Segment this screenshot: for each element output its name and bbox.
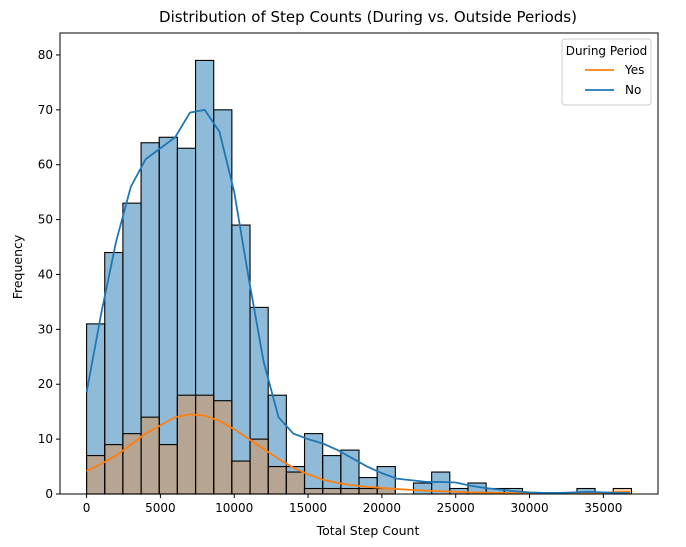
x-tick-label: 0 [83,501,91,515]
yes-series-bar [285,471,306,495]
y-tick-label: 10 [38,432,53,446]
yes-series-bar [86,455,106,495]
chart-title: Distribution of Step Counts (During vs. … [159,8,577,26]
x-axis-label: Total Step Count [316,523,420,538]
legend-label: No [625,83,641,97]
yes-series-bar [213,400,233,495]
x-tick-label: 15000 [289,501,327,515]
legend-title: During Period [566,44,648,58]
y-tick-label: 80 [38,48,53,62]
yes-series-bar [231,460,251,495]
y-tick-label: 50 [38,213,53,227]
y-tick-label: 0 [45,487,53,501]
yes-kde-line [86,413,630,495]
y-tick-label: 40 [38,267,53,281]
y-tick-label: 30 [38,322,53,336]
no-series-bar [158,136,178,495]
x-tick-label: 5000 [145,501,176,515]
legend: During Period Yes No [561,38,652,106]
x-tick-label: 35000 [584,501,622,515]
y-tick-label: 20 [38,377,53,391]
legend-box [561,38,652,106]
plot-area: 0 5000 10000 15000 20000 25000 30000 35000 0 10 20… [38,32,659,515]
yes-series-bar [340,487,360,495]
yes-series-bar [322,487,342,495]
yes-series-bar [176,394,197,495]
axes-frame [59,32,659,495]
x-tick-label: 20000 [363,501,401,515]
no-series-bar [412,482,433,495]
yes-series-bar [358,487,378,495]
legend-label: Yes [624,63,644,77]
x-tick-label: 10000 [215,501,253,515]
x-tick-label: 25000 [437,501,475,515]
y-tick-label: 60 [38,158,53,172]
yes-series-bar [140,416,160,495]
no-kde-line [85,108,630,495]
y-tick-label: 70 [38,103,53,117]
y-axis-label: Frequency [10,234,25,299]
x-tick-label: 30000 [510,501,548,515]
yes-series-bar [303,487,324,495]
yes-series-bar [249,438,269,495]
yes-series-bar [267,466,287,495]
yes-series-bar [195,394,215,495]
yes-series-bar [158,444,178,495]
